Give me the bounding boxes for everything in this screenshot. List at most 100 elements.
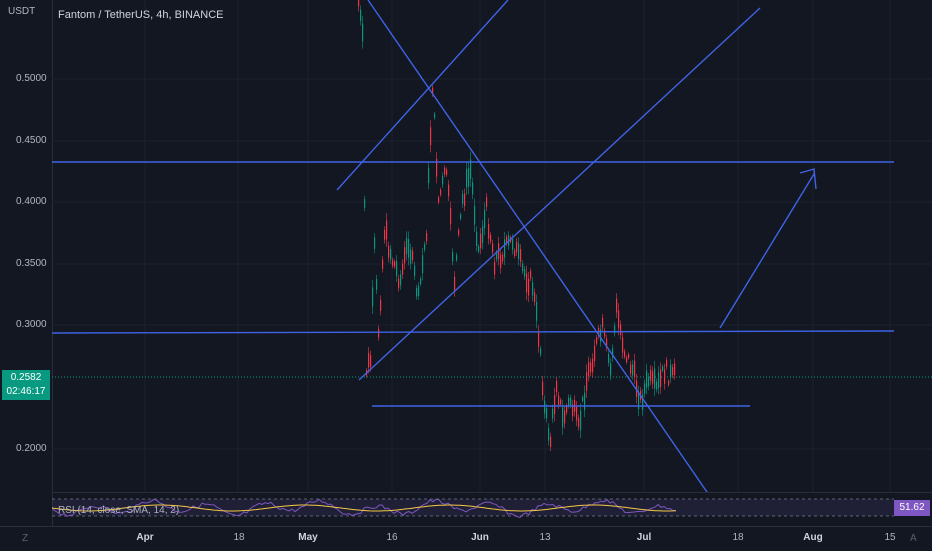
candle-body: [460, 214, 462, 219]
candle-body: [578, 418, 580, 428]
symbol-title[interactable]: Fantom / TetherUS, 4h, BINANCE: [58, 9, 224, 21]
drawing-layer: [51, 0, 895, 493]
candle-body: [622, 337, 624, 353]
price-label: 0.4500: [16, 135, 47, 146]
resistance-line-lower: [51, 330, 895, 334]
candle-body: [478, 246, 480, 252]
candle-body: [540, 348, 542, 355]
candle-body: [422, 255, 424, 274]
candle-body: [502, 254, 504, 262]
candle-body: [408, 239, 410, 258]
candle-body: [552, 408, 554, 419]
candle-body: [410, 249, 412, 264]
target-arrow-head: [799, 168, 817, 190]
price-unit: USDT: [8, 6, 36, 17]
candle-body: [558, 395, 560, 406]
candle-body: [494, 262, 496, 275]
candle-body: [568, 397, 570, 406]
candle-body: [468, 168, 470, 187]
timezone-button[interactable]: Z: [22, 533, 29, 544]
auto-scale-button[interactable]: A: [910, 533, 917, 544]
trend-line-channel-b: [358, 7, 761, 381]
candle-body: [404, 247, 406, 264]
candle-body: [482, 226, 484, 243]
candle-body: [628, 354, 630, 359]
candle-body: [580, 410, 582, 431]
candle-body: [668, 380, 670, 386]
candle-body: [420, 278, 422, 285]
candle-body: [576, 406, 578, 421]
candle-body: [464, 193, 466, 207]
candle-body: [566, 406, 568, 413]
candle-body: [524, 269, 526, 277]
candle-body: [604, 330, 606, 337]
candle-body: [454, 276, 456, 292]
candle-body: [594, 345, 596, 361]
candle-body: [538, 331, 540, 347]
candle-body: [438, 197, 440, 203]
candle-body: [662, 366, 664, 371]
time-label: Jul: [636, 532, 652, 543]
candle-body: [644, 383, 646, 394]
candle-body: [370, 355, 372, 367]
price-axis[interactable]: USDT 0.5000 0.4500 0.4000 0.3500 0.3000 …: [0, 0, 53, 526]
candle-body: [600, 329, 602, 342]
candle-body: [572, 404, 574, 417]
chart-canvas[interactable]: [51, 0, 932, 493]
time-axis[interactable]: Z Apr 18 May 16 Jun 13 Jul 18 Aug 15 A: [0, 526, 932, 551]
candle-body: [614, 325, 616, 334]
rsi-label[interactable]: RSI (14, close, SMA, 14, 2): [58, 505, 180, 516]
candle-body: [506, 236, 508, 244]
time-label: Apr: [136, 532, 154, 543]
rsi-band: [52, 499, 894, 516]
candle-body: [398, 278, 400, 288]
time-label: 18: [233, 532, 245, 543]
rsi-line: [51, 498, 677, 518]
candle-body: [470, 159, 472, 179]
candle-body: [606, 338, 608, 348]
candle-body: [522, 263, 524, 272]
candle-body: [528, 278, 530, 296]
candle-body: [456, 254, 458, 261]
candle-body: [424, 243, 426, 250]
rsi-ma-line: [51, 504, 677, 512]
candle-body: [472, 182, 474, 195]
time-label: 16: [386, 532, 398, 543]
candle-body: [474, 205, 476, 225]
candle-body: [544, 400, 546, 414]
candle-body: [426, 233, 428, 242]
candle-body: [664, 369, 666, 384]
candle-body: [384, 230, 386, 240]
candle-body: [562, 407, 564, 428]
candle-body: [392, 259, 394, 266]
candle-body: [390, 249, 392, 260]
descending-trend-line: [367, 0, 708, 493]
candle-body: [518, 243, 520, 260]
candle-body: [656, 381, 658, 390]
time-label: Jun: [471, 532, 489, 543]
candle-body: [436, 158, 438, 177]
candle-body: [532, 282, 534, 296]
candle-body: [536, 302, 538, 321]
candle-body: [416, 288, 418, 297]
candle-body: [358, 0, 360, 7]
candle-body: [516, 241, 518, 253]
price-label: 0.4000: [16, 196, 47, 207]
candle-body: [658, 372, 660, 389]
rsi-pane[interactable]: RSI (14, close, SMA, 14, 2): [51, 492, 932, 527]
candle-body: [418, 286, 420, 297]
candle-body: [434, 113, 436, 118]
candle-body: [500, 254, 502, 269]
candle-body: [526, 273, 528, 293]
candle-body: [490, 234, 492, 242]
price-label: 0.3000: [16, 319, 47, 330]
candle-body: [556, 381, 558, 393]
candle-body: [590, 362, 592, 373]
candle-body: [652, 371, 654, 384]
candle-body: [512, 238, 514, 250]
candle-body: [610, 363, 612, 376]
price-chart[interactable]: Fantom / TetherUS, 4h, BINANCE: [51, 0, 932, 493]
time-label: 18: [732, 532, 744, 543]
price-label: 0.2000: [16, 443, 47, 454]
rsi-canvas[interactable]: [51, 493, 932, 527]
